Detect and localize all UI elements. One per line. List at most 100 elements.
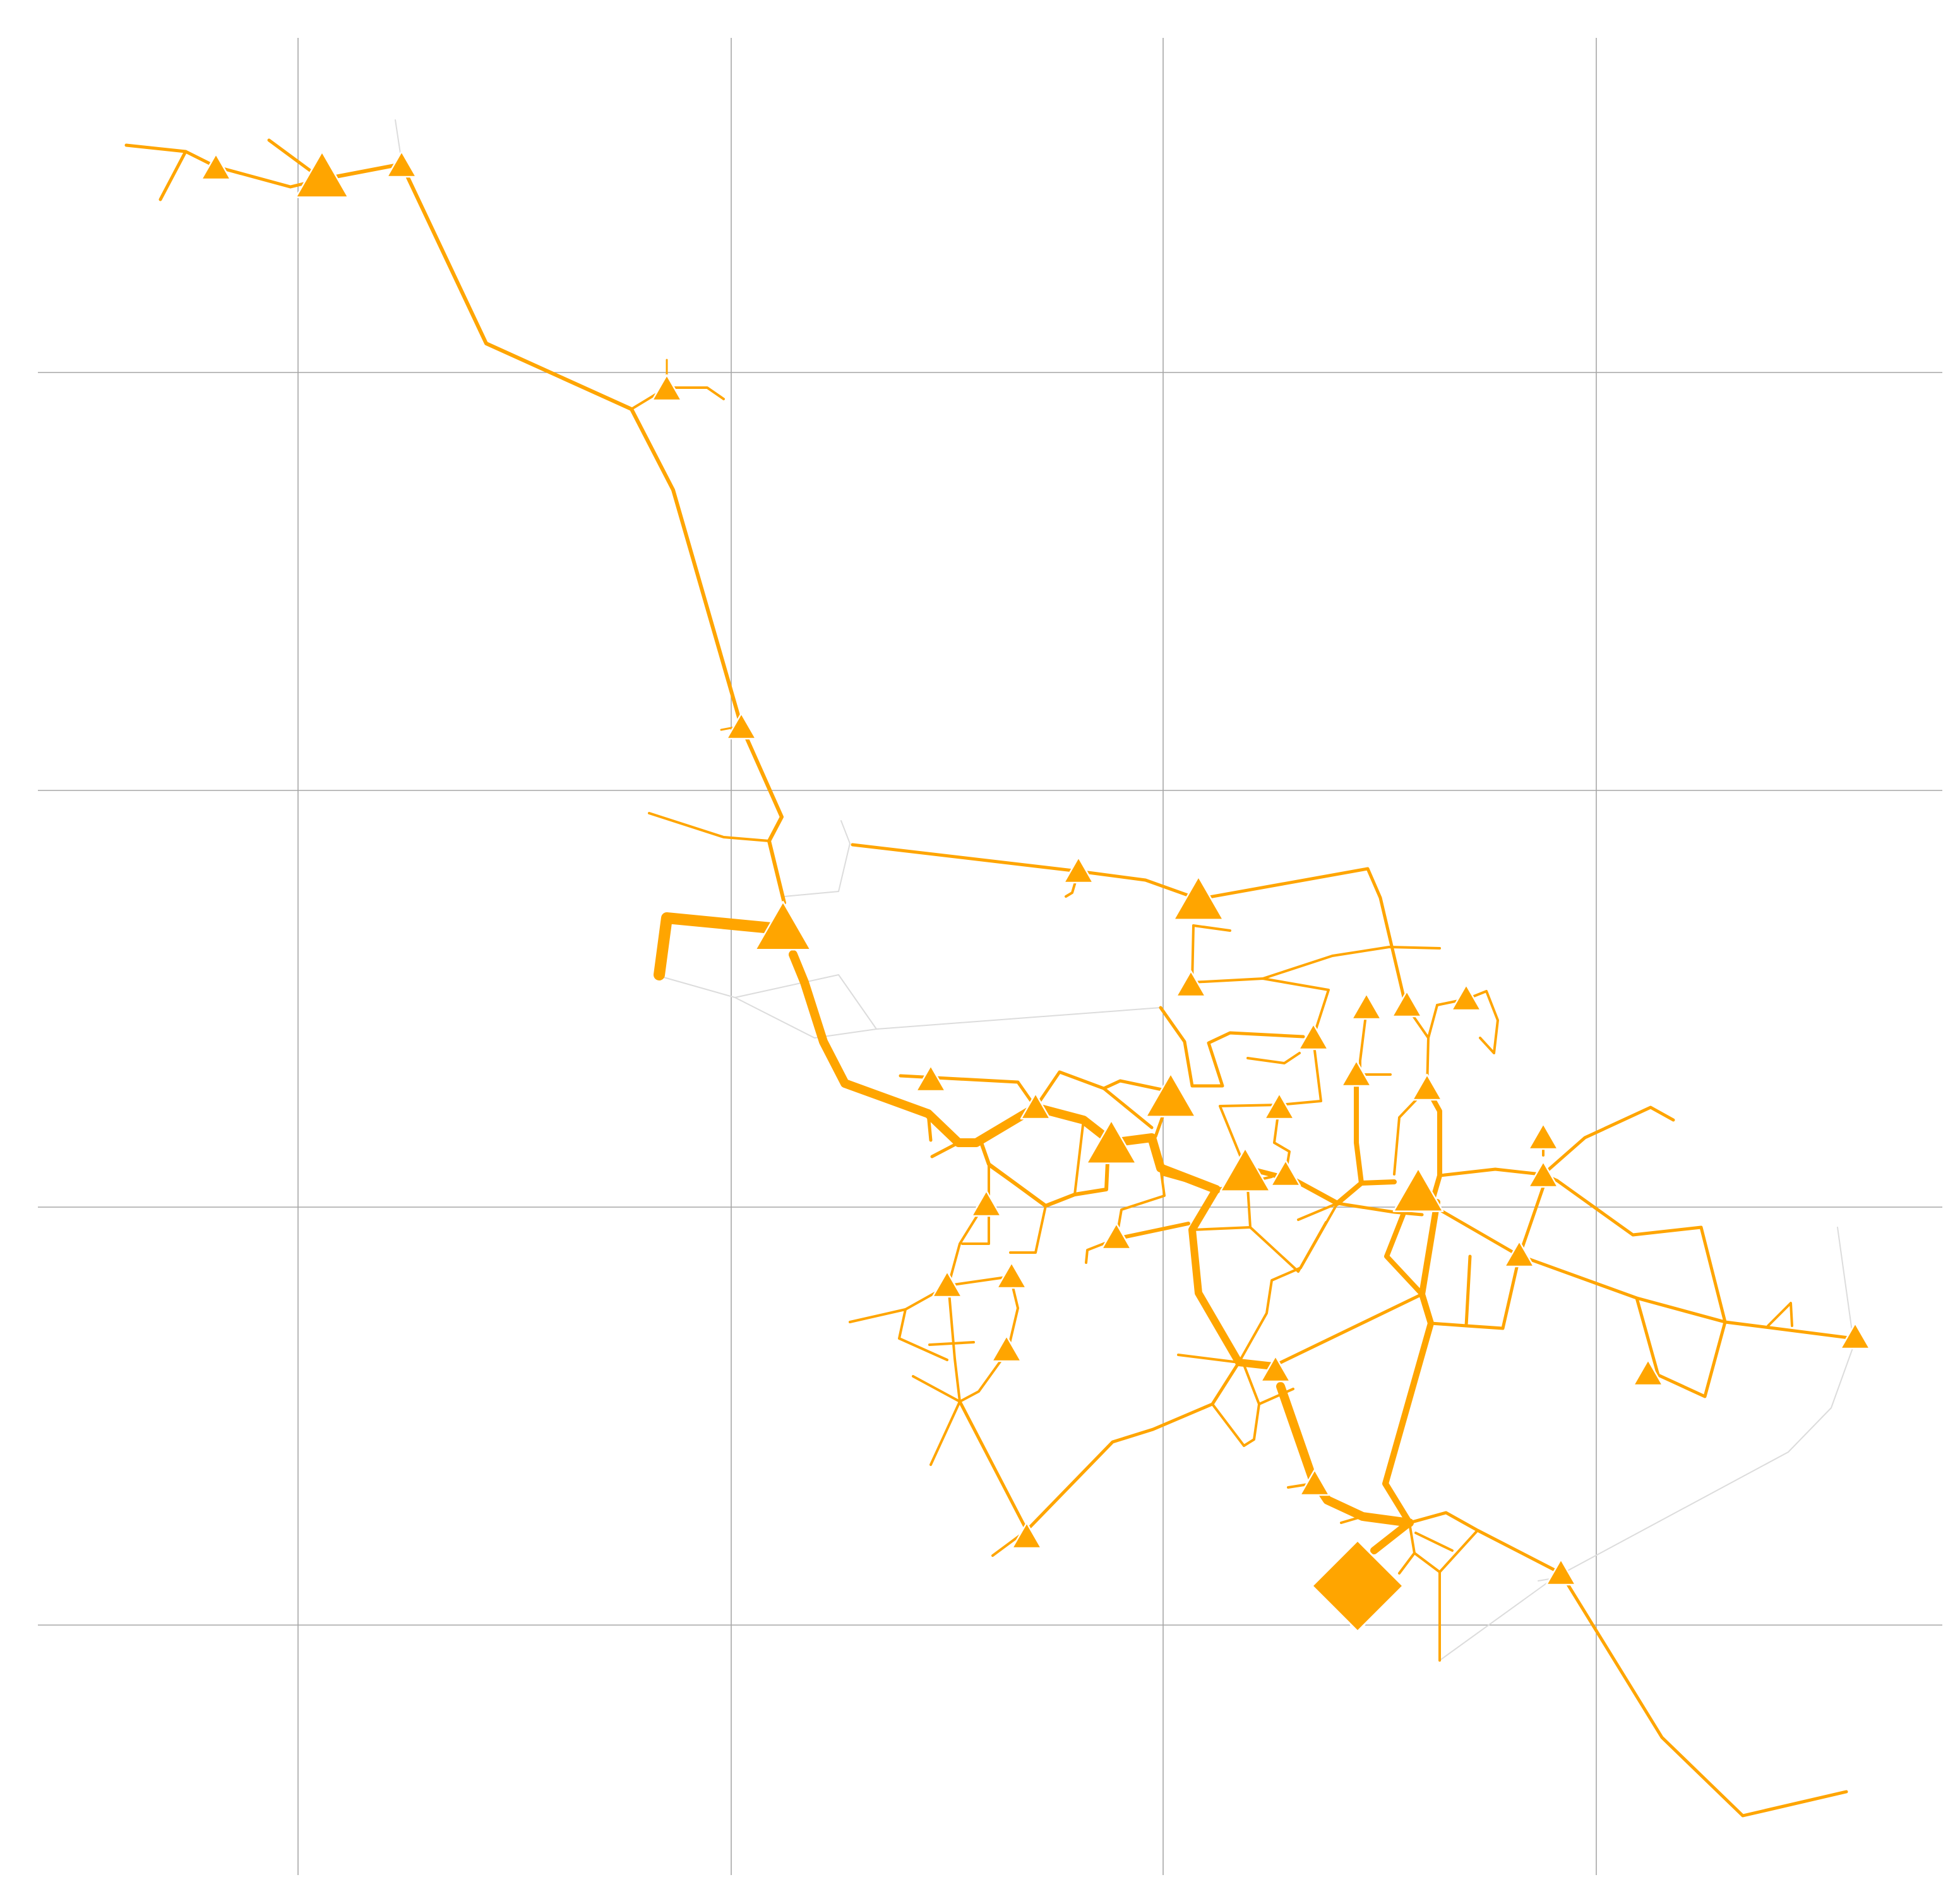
network-link (1188, 1186, 1277, 1370)
network-link (1541, 1105, 1675, 1176)
network-link (1197, 867, 1407, 1007)
triangle-icon (1632, 1359, 1664, 1386)
triangle-icon (1264, 1092, 1295, 1120)
network-link (1246, 1052, 1301, 1064)
network-link (929, 1400, 961, 1466)
network-link (1211, 1388, 1294, 1447)
network-link (979, 1141, 1109, 1208)
triangle-icon (1527, 1123, 1559, 1150)
network-link (1115, 1167, 1166, 1240)
inactive-link (784, 820, 851, 897)
triangle-icon (1085, 1119, 1137, 1164)
network-link (1276, 1382, 1414, 1527)
triangle-icon (1298, 1023, 1329, 1051)
network-link (630, 386, 725, 410)
network-link (988, 1164, 1047, 1207)
network-link (1516, 1179, 1727, 1324)
network-link (1336, 1201, 1424, 1217)
triangle-icon (1145, 1073, 1197, 1117)
network-link (1464, 1185, 1545, 1330)
network-link (1354, 1083, 1364, 1186)
triangle-icon (1450, 984, 1482, 1011)
network-link (1438, 1529, 1479, 1573)
network-link (898, 1284, 950, 1361)
inactive-link (734, 974, 877, 1030)
network-link (1073, 1119, 1085, 1196)
network-link (1370, 1519, 1413, 1554)
network-link (947, 1275, 1012, 1287)
triangle-icon (200, 153, 232, 181)
diamond-icon (1310, 1539, 1405, 1633)
network-link (1398, 1552, 1416, 1575)
triangle-icon (1175, 970, 1207, 998)
triangle-icon (1011, 1522, 1043, 1549)
network-link (1177, 1354, 1240, 1364)
triangle-icon (1839, 1322, 1871, 1350)
triangle-icon (1351, 992, 1382, 1020)
network-link (1300, 1202, 1339, 1269)
triangle-icon (1527, 1160, 1559, 1188)
inactive-link (1439, 1227, 1855, 1661)
network-link (648, 812, 770, 842)
triangle-icon (386, 150, 417, 178)
triangle-icon (1173, 876, 1224, 920)
triangle-icon (1101, 1222, 1132, 1250)
network-link (1271, 1292, 1424, 1368)
triangle-icon (1392, 1167, 1444, 1212)
network-link (1723, 1320, 1856, 1340)
network-link (158, 150, 188, 201)
network-link (1102, 1079, 1170, 1093)
network-link (1414, 1532, 1454, 1552)
network-link (926, 1112, 933, 1142)
triangle-icon (726, 712, 757, 740)
network-link (1407, 1511, 1563, 1575)
inactive-link (659, 975, 1161, 1039)
triangle-icon (1545, 1558, 1577, 1586)
triangle-icon (1260, 1355, 1291, 1383)
network-link (912, 1375, 961, 1403)
triangle-icon (1020, 1092, 1051, 1120)
network-link (789, 950, 1221, 1194)
triangle-icon (971, 1189, 1002, 1217)
network-link (1635, 1296, 1727, 1398)
triangle-icon (991, 1335, 1022, 1362)
triangle-icon (1391, 990, 1423, 1018)
triangle-icon (1219, 1147, 1271, 1192)
network-link (1243, 1364, 1260, 1405)
network-link (1114, 1222, 1190, 1241)
network-link (1009, 1205, 1047, 1254)
network-link (1384, 1212, 1425, 1297)
network-link (1559, 1571, 1848, 1818)
network-links (124, 138, 1856, 1818)
network-link (928, 1341, 975, 1346)
triangle-icon (1270, 1159, 1301, 1187)
grid-lines (38, 38, 1942, 1875)
network-link (1438, 1167, 1543, 1177)
triangle-icon (1341, 1059, 1372, 1087)
network-link (1429, 1321, 1468, 1328)
network-link (1767, 1302, 1793, 1327)
triangle-icon (1299, 1468, 1330, 1496)
triangle-icon (931, 1270, 963, 1298)
triangle-icon (295, 151, 349, 198)
triangle-icon (996, 1261, 1027, 1289)
network-link (899, 1074, 1037, 1109)
network-link (930, 1141, 960, 1158)
triangle-icon (1411, 1073, 1443, 1101)
triangle-icon (915, 1064, 947, 1092)
network-link (1161, 1173, 1217, 1191)
network-link (1238, 1266, 1302, 1364)
triangle-icon (1063, 856, 1094, 884)
network-link (849, 1308, 907, 1323)
triangle-icon (1503, 1240, 1535, 1268)
network-link (1435, 1206, 1520, 1257)
network-link (851, 843, 1200, 901)
network-link (1340, 1515, 1364, 1524)
network-link (400, 162, 786, 905)
triangle-icon (755, 900, 811, 951)
network-link (1262, 946, 1441, 980)
network-link (654, 912, 790, 980)
